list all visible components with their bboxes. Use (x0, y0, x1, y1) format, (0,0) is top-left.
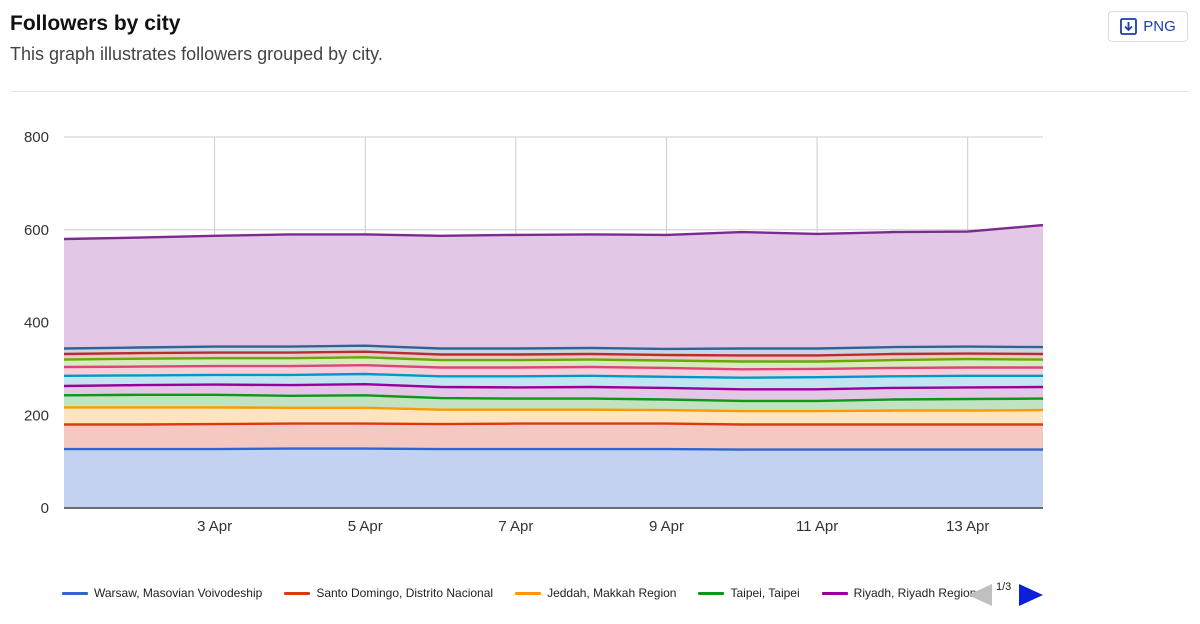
legend-item[interactable]: Santo Domingo, Distrito Nacional (284, 586, 493, 600)
y-tick-label: 600 (24, 222, 49, 239)
legend-item[interactable]: Riyadh, Riyadh Region (821, 586, 977, 600)
area-line-series-2 (64, 422, 1043, 426)
y-tick-label: 200 (24, 407, 49, 424)
area-fill-series-9 (64, 351, 1043, 362)
area-fill-series-1 (64, 448, 1043, 508)
legend-label: Taipei, Taipei (730, 586, 800, 600)
chart-title: Followers by city (10, 12, 181, 35)
export-png-button[interactable]: PNG (1108, 11, 1188, 42)
legend-label: Santo Domingo, Distrito Nacional (316, 586, 494, 600)
pager-prev-button[interactable] (968, 584, 992, 606)
legend-label: Jeddah, Makkah Region (547, 586, 677, 600)
area-line-series-3 (64, 406, 1044, 413)
x-tick-label: 3 Apr (197, 518, 232, 535)
x-tick-label: 13 Apr (946, 518, 989, 535)
legend-swatch (62, 591, 88, 595)
legend-swatch (284, 591, 311, 595)
legend-item[interactable]: Taipei, Taipei (698, 586, 800, 600)
pager-next-button[interactable] (1019, 584, 1043, 606)
legend-label: Riyadh, Riyadh Region (853, 586, 977, 600)
x-tick-label: 9 Apr (649, 518, 684, 535)
area-lines (63, 223, 1044, 451)
x-tick-label: 7 Apr (498, 518, 533, 535)
area-fills (64, 225, 1043, 508)
export-png-label: PNG (1143, 18, 1176, 35)
area-fill-series-10 (64, 345, 1043, 356)
x-tick-label: 11 Apr (796, 518, 838, 535)
legend-swatch (821, 591, 848, 595)
legend-item[interactable]: Warsaw, Masovian Voivodeship (62, 586, 262, 600)
area-fill-series-2 (64, 423, 1043, 450)
area-line-series-1 (64, 447, 1043, 451)
legend-swatch (698, 591, 725, 595)
y-tick-label: 400 (24, 315, 49, 332)
area-line-series-5 (63, 383, 1044, 391)
area-line-series-4 (63, 393, 1044, 403)
chart-header: Followers by city This graph illustrates… (10, 10, 1010, 66)
y-tick-label: 0 (41, 500, 49, 517)
area-fill-series-8 (64, 357, 1043, 370)
area-fill-series-5 (64, 384, 1043, 401)
download-icon (1120, 18, 1138, 35)
pager-page-indicator: 1/3 (996, 581, 1012, 593)
area-line-series-9 (63, 350, 1044, 357)
legend-pager: 1/3 (966, 580, 1046, 610)
area-line-series-10 (63, 344, 1044, 351)
area-line-series-11 (63, 223, 1044, 241)
area-line-series-7 (63, 364, 1043, 371)
area-line-series-8 (63, 356, 1044, 363)
chart-subtitle: This graph illustrates followers grouped… (10, 44, 383, 64)
y-tick-label: 800 (24, 129, 49, 146)
area-line-series-6 (63, 372, 1043, 379)
legend-swatch (515, 591, 542, 595)
area-fill-series-11 (64, 225, 1043, 349)
header-divider (10, 91, 1190, 92)
legend-item[interactable]: Jeddah, Makkah Region (515, 586, 676, 600)
chart-legend: Warsaw, Masovian Voivodeship Santo Doming… (62, 586, 998, 600)
x-tick-label: 5 Apr (348, 518, 383, 535)
legend-label: Warsaw, Masovian Voivodeship (94, 586, 263, 600)
